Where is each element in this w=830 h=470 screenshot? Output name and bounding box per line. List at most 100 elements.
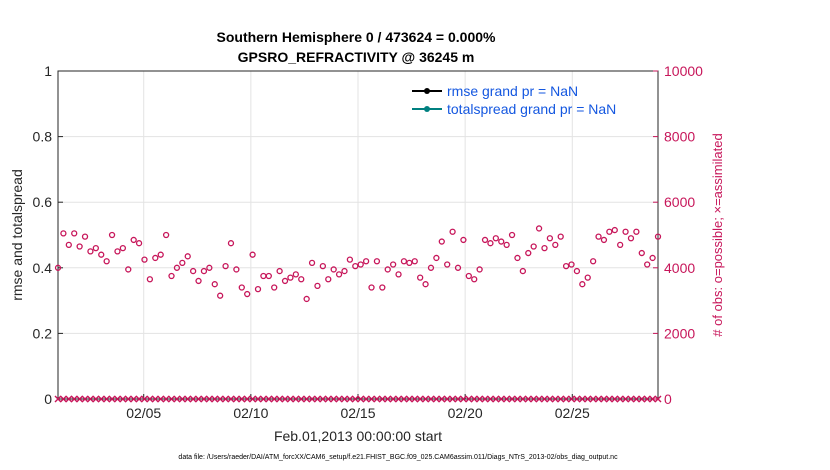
obs-possible-point — [352, 263, 359, 270]
obs-assimilated-point — [416, 395, 424, 403]
obs-assimilated-point — [535, 395, 543, 403]
x-axis: 02/05 02/10 02/15 02/20 02/25 — [126, 394, 590, 421]
obs-assimilated-point — [130, 395, 138, 403]
obs-possible-point — [541, 244, 548, 252]
obs-possible-point — [411, 258, 418, 265]
obs-possible-point — [438, 238, 445, 245]
obs-possible-point — [249, 251, 256, 258]
obs-possible-point — [298, 276, 305, 283]
obs-possible-point — [573, 267, 581, 275]
right-tick-label: 2000 — [664, 325, 695, 341]
obs-assimilated-point — [81, 395, 89, 403]
obs-possible-point — [330, 266, 337, 273]
obs-assimilated-point — [346, 395, 354, 403]
obs-possible-point — [184, 253, 191, 260]
obs-assimilated-point — [503, 395, 511, 403]
obs-possible-point — [379, 284, 386, 291]
obs-assimilated-point — [649, 395, 657, 403]
legend-totalspread-marker — [424, 106, 430, 112]
obs-possible-point — [449, 228, 456, 235]
obs-possible-point — [244, 290, 251, 298]
obs-possible-point — [103, 258, 110, 265]
left-tick-label: 0.4 — [33, 260, 53, 276]
obs-assimilated-point — [530, 395, 538, 403]
legend-totalspread-label: totalspread grand pr = NaN — [447, 101, 616, 117]
obs-assimilated-point — [389, 395, 397, 403]
obs-possible-point — [179, 259, 186, 267]
chart-title-line1: Southern Hemisphere 0 / 473624 = 0.000% — [217, 29, 497, 45]
obs-possible-point — [644, 261, 651, 268]
obs-possible-point — [211, 281, 218, 288]
obs-assimilated-point — [168, 395, 176, 403]
obs-possible-point — [600, 236, 608, 244]
obs-possible-point — [265, 272, 272, 280]
obs-possible-point — [189, 267, 197, 275]
obs-possible-point — [303, 295, 310, 303]
obs-assimilated-point — [308, 395, 316, 403]
obs-possible-point — [508, 231, 516, 239]
obs-assimilated-point — [643, 395, 651, 403]
obs-assimilated-point — [227, 395, 235, 403]
obs-possible-point — [503, 241, 510, 248]
obs-possible-point — [54, 264, 62, 271]
obs-assimilated-point — [373, 395, 381, 403]
obs-assimilated-point — [178, 395, 186, 403]
obs-assimilated-point — [584, 395, 592, 403]
obs-assimilated-point — [216, 395, 224, 403]
obs-possible-point — [114, 248, 121, 255]
obs-assimilated-point — [443, 395, 451, 403]
obs-possible-point — [287, 274, 294, 281]
obs-assimilated-point — [200, 395, 208, 403]
obs-possible-point — [319, 263, 327, 270]
y-axis-label-left: rmse and totalspread — [9, 169, 25, 301]
obs-assimilated-point — [103, 395, 111, 403]
x-tick-label: 02/25 — [555, 405, 590, 421]
obs-possible-point — [292, 271, 299, 278]
obs-possible-point — [260, 272, 267, 280]
obs-possible-point — [130, 236, 137, 244]
right-tick-label: 4000 — [664, 260, 695, 276]
obs-possible-point — [525, 249, 532, 257]
obs-assimilated-point — [546, 395, 554, 403]
obs-assimilated-point — [113, 395, 121, 403]
obs-possible-point — [92, 244, 99, 252]
obs-assimilated-point — [557, 395, 565, 403]
obs-possible-point — [98, 251, 105, 258]
obs-assimilated-series — [54, 395, 662, 403]
obs-assimilated-point — [405, 395, 413, 403]
obs-assimilated-point — [438, 395, 446, 403]
legend: rmse grand pr = NaN totalspread grand pr… — [412, 83, 616, 117]
obs-possible-point — [81, 233, 89, 240]
x-axis-label: Feb.01,2013 00:00:00 start — [274, 428, 442, 444]
obs-possible-point — [60, 230, 67, 237]
obs-assimilated-point — [303, 395, 311, 403]
obs-assimilated-point — [335, 395, 343, 403]
obs-possible-point — [417, 274, 424, 281]
obs-possible-point — [200, 267, 208, 275]
obs-possible-point — [627, 235, 635, 242]
right-tick-label: 6000 — [664, 194, 695, 210]
obs-assimilated-point — [249, 395, 257, 403]
obs-possible-point — [546, 235, 554, 242]
obs-assimilated-point — [173, 395, 181, 403]
obs-possible-point — [422, 281, 429, 288]
legend-rmse-marker — [424, 88, 430, 94]
obs-possible-point — [162, 231, 170, 239]
obs-assimilated-point — [411, 395, 419, 403]
obs-possible-point — [395, 271, 402, 278]
obs-possible-point — [476, 266, 483, 273]
obs-assimilated-point — [319, 395, 327, 403]
left-tick-label: 1 — [44, 63, 52, 79]
obs-possible-point — [217, 292, 224, 299]
right-tick-label: 10000 — [664, 63, 703, 79]
obs-assimilated-point — [297, 395, 305, 403]
obs-assimilated-point — [465, 395, 473, 403]
obs-possible-point — [633, 228, 640, 235]
obs-possible-point — [227, 240, 235, 247]
obs-assimilated-point — [135, 395, 143, 403]
obs-possible-point — [444, 261, 451, 268]
obs-assimilated-point — [119, 395, 127, 403]
obs-possible-point — [373, 258, 381, 265]
obs-possible-point — [335, 271, 343, 278]
obs-assimilated-point — [189, 395, 197, 403]
